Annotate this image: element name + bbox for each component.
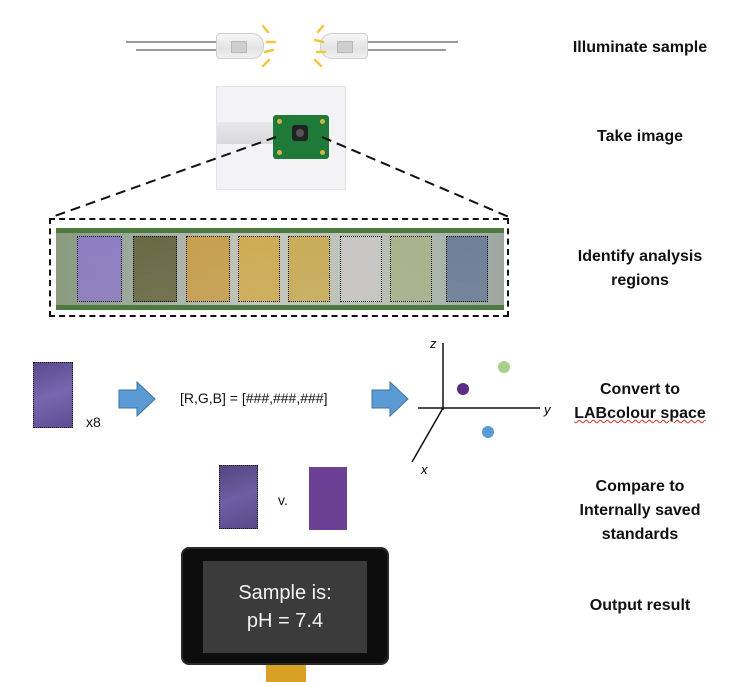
step-label: regions (611, 272, 669, 289)
display-ribbon-cable (266, 665, 306, 682)
light-rays-icon (261, 24, 327, 68)
step-take-image: Take image (560, 125, 720, 149)
rgb-formula: [R,G,B] = [###,###,###] (180, 390, 328, 406)
step-identify-regions: Identify analysis regions (560, 245, 720, 293)
x-axis-label: x (421, 462, 428, 477)
dot-purple (457, 383, 469, 395)
step-label: Identify analysis (577, 248, 703, 265)
step-label: Take image (597, 128, 683, 145)
step-label: Internally saved (579, 502, 701, 519)
analysis-region (77, 236, 122, 302)
analysis-region (390, 236, 432, 302)
step-convert-lab: Convert to LABcolour space (560, 378, 720, 426)
sample-swatch (33, 362, 73, 428)
step-compare-standards: Compare to Internally saved standards (560, 475, 720, 547)
ribbon-cable (217, 122, 275, 144)
step-illuminate-sample: Illuminate sample (560, 36, 720, 60)
analysis-region-frame (49, 218, 509, 317)
dot-blue (482, 426, 494, 438)
analysis-region (238, 236, 280, 302)
analysis-region (186, 236, 230, 302)
x-axis (411, 407, 444, 463)
step-output-result: Output result (560, 594, 720, 618)
dot-green (498, 361, 510, 373)
step-label: Compare to (595, 478, 685, 495)
arrow-right-icon (118, 381, 156, 417)
standard-swatch (309, 467, 347, 530)
analysis-region (288, 236, 330, 302)
analysis-region (133, 236, 177, 302)
y-axis-label: y (544, 402, 551, 417)
multiplier-label: x8 (86, 414, 101, 430)
display-panel: Sample is: pH = 7.4 (203, 561, 367, 653)
step-label: standards (601, 526, 679, 543)
step-label: LABcolour space (574, 405, 706, 422)
step-label: Output result (589, 597, 691, 614)
step-label: Convert to (600, 381, 680, 398)
result-line-1: Sample is: (238, 582, 332, 604)
z-axis-label: z (430, 336, 437, 351)
sample-swatch (219, 465, 258, 529)
analysis-region (446, 236, 488, 302)
test-strip-photo (56, 228, 504, 310)
versus-label: v. (278, 492, 288, 508)
step-label: Illuminate sample (572, 39, 708, 56)
camera-board (273, 115, 329, 159)
lens-icon (292, 125, 308, 141)
lab-color-space-axes (411, 343, 540, 463)
arrow-right-icon (371, 381, 409, 417)
display-screen: Sample is: pH = 7.4 (181, 547, 389, 665)
analysis-region (340, 236, 382, 302)
result-line-2: pH = 7.4 (246, 610, 324, 632)
